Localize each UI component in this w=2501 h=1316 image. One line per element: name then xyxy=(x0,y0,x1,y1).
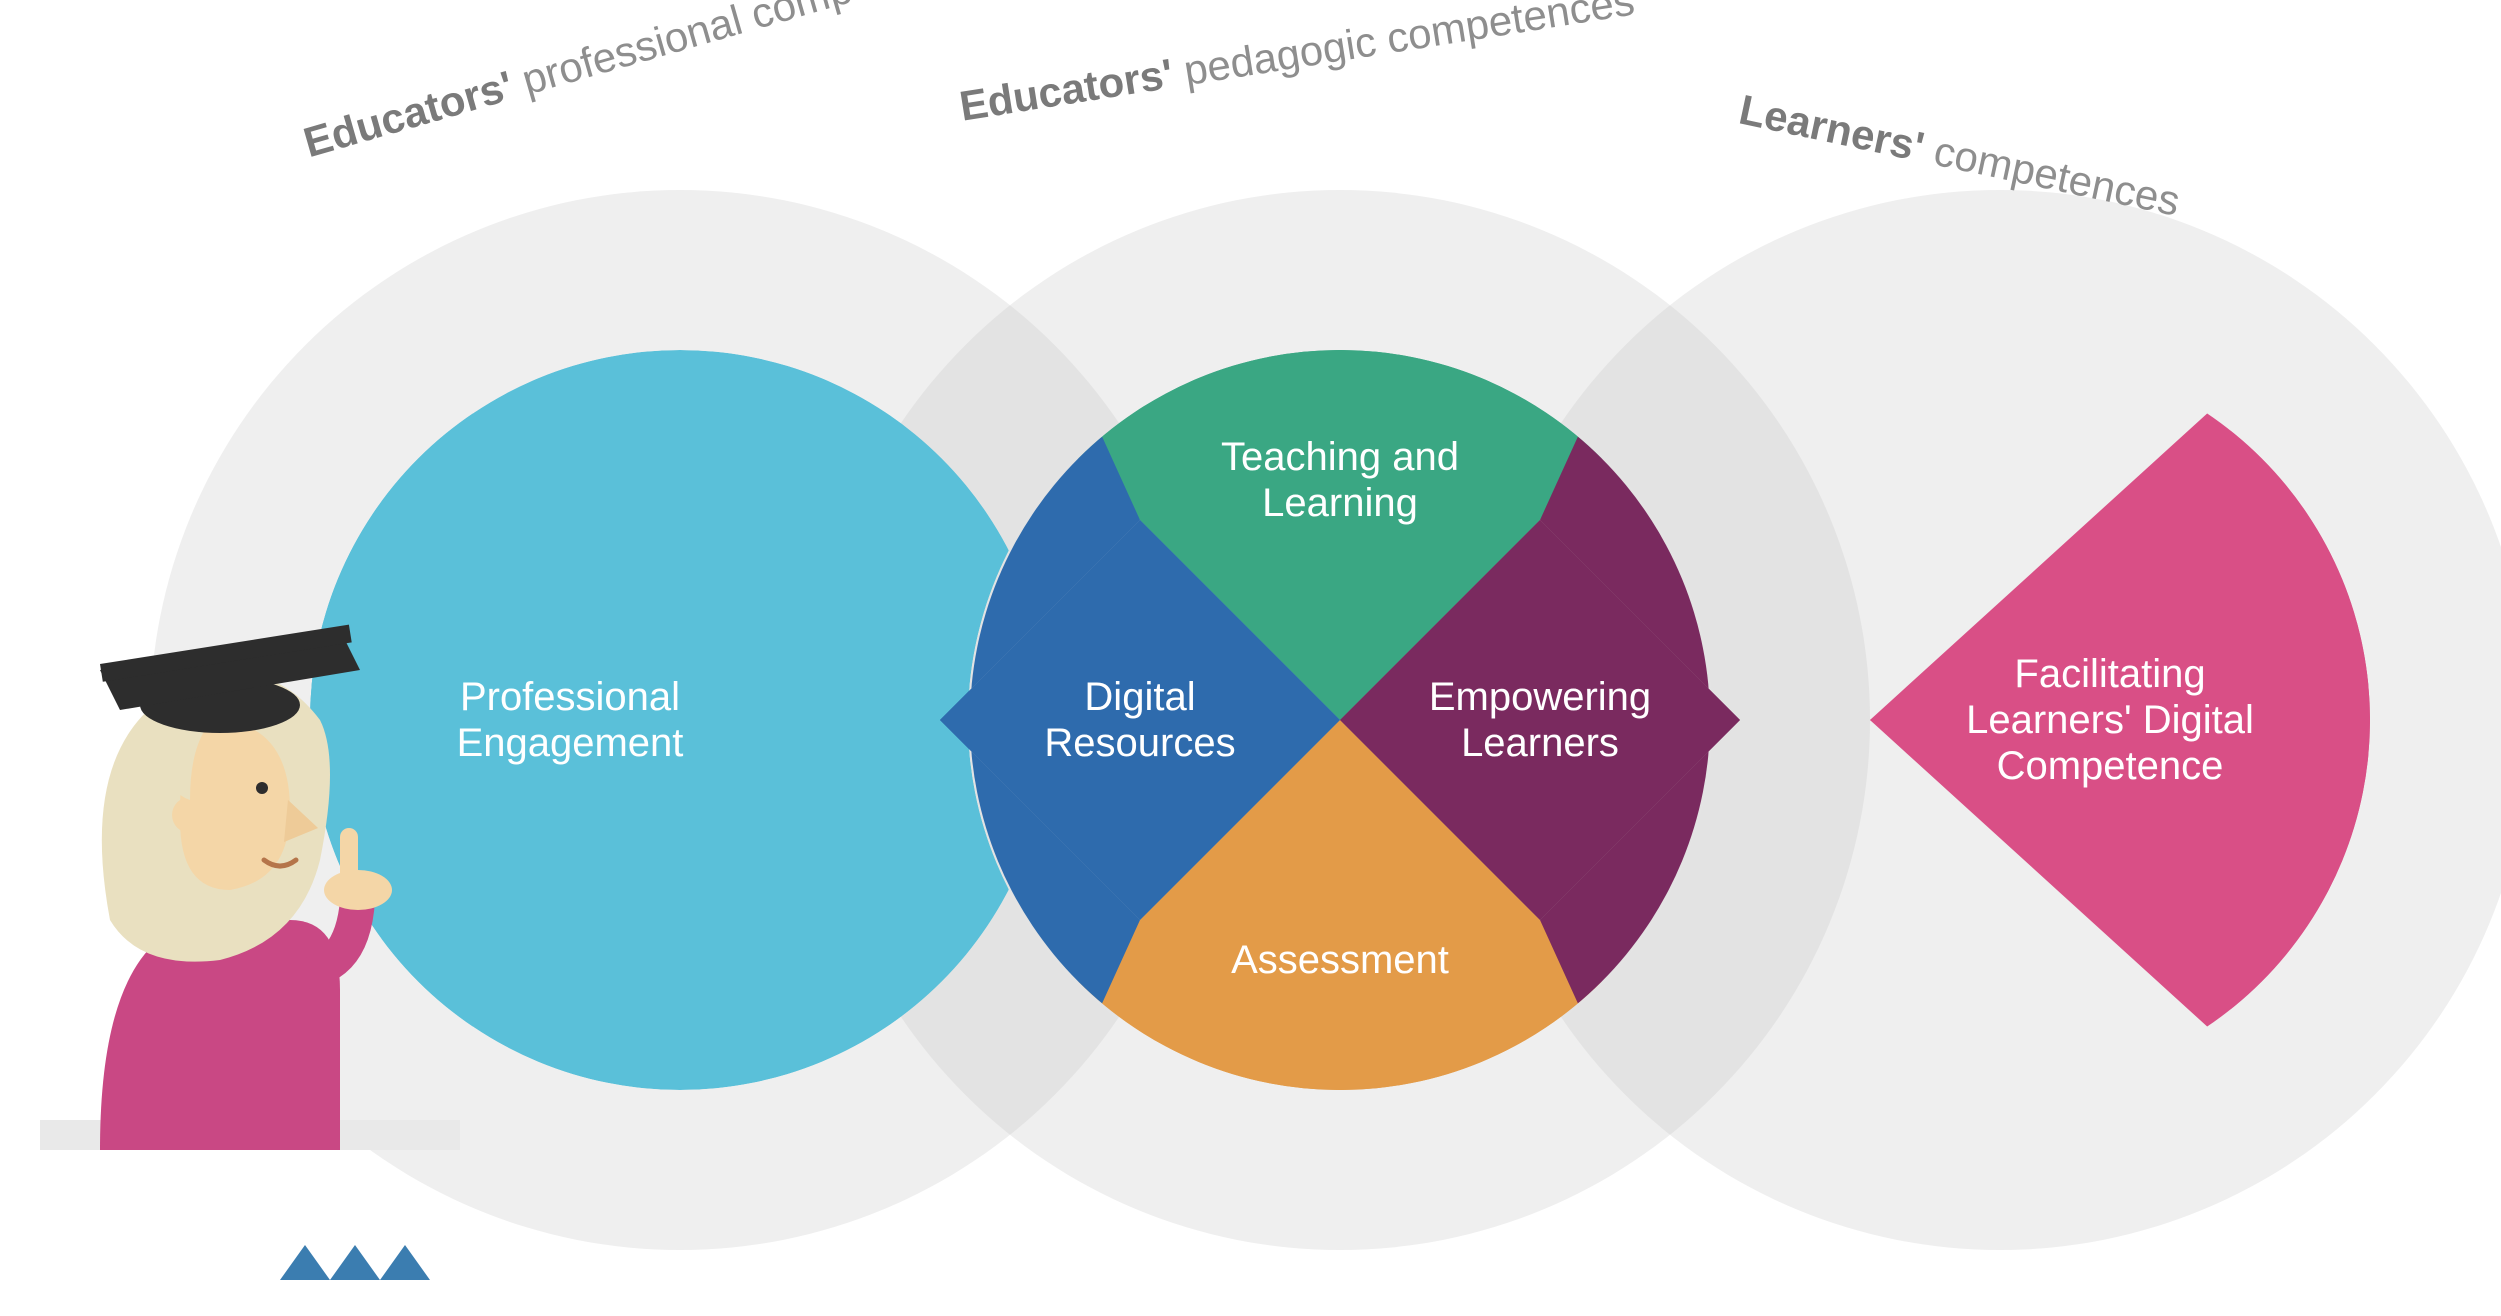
competence-diagram: Educators' professional competences Educ… xyxy=(0,0,2501,1316)
educator-illustration xyxy=(40,560,460,1180)
decorative-triangles xyxy=(270,1240,440,1290)
